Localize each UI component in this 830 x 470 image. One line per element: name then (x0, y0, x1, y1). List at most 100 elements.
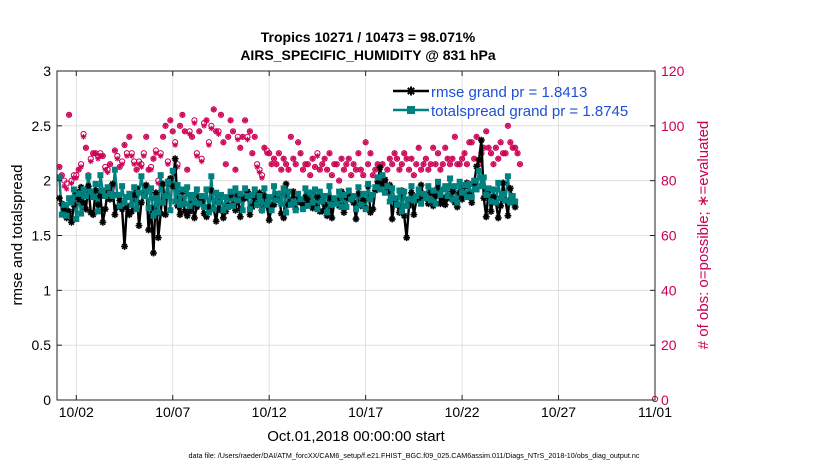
point-totalspread (483, 191, 490, 198)
obs-evaluated-marker (203, 117, 210, 124)
obs-evaluated-marker (314, 153, 321, 159)
point-totalspread (422, 195, 429, 202)
obs-evaluated-marker (169, 128, 176, 135)
obs-evaluated-marker (401, 150, 408, 157)
point-rmse (152, 189, 160, 197)
obs-evaluated-marker (56, 164, 63, 170)
point-totalspread (275, 190, 282, 197)
obs-evaluated-marker (259, 175, 265, 181)
point-totalspread (169, 167, 176, 174)
obs-evaluated-marker (399, 161, 405, 168)
point-totalspread (174, 182, 181, 189)
point-totalspread (497, 195, 504, 202)
obs-evaluated-marker (355, 150, 362, 157)
point-totalspread (193, 186, 200, 193)
point-rmse (89, 211, 97, 219)
legend-totalspread-label: totalspread grand pr = 1.8745 (431, 103, 628, 120)
point-totalspread (444, 193, 451, 200)
point-totalspread (75, 190, 82, 197)
point-totalspread (461, 182, 468, 189)
point-rmse (82, 205, 90, 213)
point-totalspread (213, 189, 220, 196)
point-totalspread (176, 201, 183, 208)
obs-evaluated-marker (150, 155, 157, 162)
x-tick-label: 10/07 (155, 404, 190, 420)
obs-evaluated-marker (179, 112, 186, 118)
obs-evaluated-marker (124, 153, 130, 159)
obs-evaluated-marker (87, 158, 94, 165)
x-tick-label: 10/17 (348, 404, 383, 420)
point-totalspread (251, 186, 258, 193)
point-totalspread (328, 201, 335, 208)
point-rmse (162, 211, 169, 219)
point-totalspread (232, 185, 239, 192)
right-y-axis-label: # of obs: o=possible; ∗=evaluated (695, 121, 712, 350)
data-file-footer: data file: /Users/raeder/DAI/ATM_forcXX/… (189, 451, 640, 460)
obs-evaluated-marker (512, 144, 518, 151)
point-totalspread (365, 180, 372, 187)
point-totalspread (437, 191, 444, 198)
point-rmse (328, 214, 336, 222)
point-totalspread (261, 185, 268, 192)
point-totalspread (299, 206, 306, 213)
obs-evaluated-marker (372, 166, 379, 173)
obs-evaluated-marker (497, 139, 504, 146)
point-totalspread (87, 188, 94, 195)
obs-evaluated-marker (464, 161, 470, 168)
point-rmse (494, 214, 502, 222)
point-totalspread (82, 193, 89, 200)
point-totalspread (119, 183, 126, 190)
obs-evaluated-marker (396, 166, 403, 173)
x-axis-label: Oct.01,2018 00:00:00 start (267, 428, 445, 445)
y-tick-label: 1.5 (32, 228, 52, 244)
point-totalspread (90, 194, 97, 201)
point-totalspread (273, 197, 280, 204)
point-totalspread (449, 196, 456, 203)
point-totalspread (121, 199, 128, 206)
point-totalspread (331, 195, 338, 202)
point-totalspread (104, 184, 111, 191)
point-totalspread (463, 194, 470, 201)
obs-evaluated-marker (350, 161, 357, 168)
obs-evaluated-marker (403, 155, 410, 162)
right-y-tick-label: 0 (661, 392, 669, 408)
obs-evaluated-marker (225, 134, 232, 140)
point-totalspread (485, 185, 492, 192)
point-rmse (265, 216, 273, 224)
obs-evaluated-marker (324, 166, 330, 173)
right-y-tick-label: 20 (661, 337, 677, 353)
obs-evaluated-marker (360, 172, 367, 178)
obs-evaluated-marker (456, 161, 463, 168)
point-totalspread (321, 193, 328, 200)
obs-evaluated-marker (220, 139, 227, 146)
point-totalspread (131, 184, 138, 191)
point-rmse (176, 211, 184, 219)
point-rmse (99, 218, 107, 226)
obs-evaluated-marker (92, 150, 99, 157)
obs-evaluated-marker (336, 177, 342, 184)
point-totalspread (266, 194, 273, 201)
point-totalspread (263, 201, 270, 208)
x-axis-ticks: 10/02 10/07 10/12 10/17 10/22 10/27 11/01 (59, 71, 672, 420)
point-totalspread (393, 201, 400, 208)
obs-evaluated-marker (194, 153, 200, 159)
point-totalspread (297, 196, 304, 203)
obs-evaluated-marker (459, 155, 465, 162)
x-tick-label: 10/27 (541, 404, 576, 420)
point-totalspread (415, 186, 422, 193)
point-totalspread (396, 187, 403, 194)
point-totalspread (391, 195, 398, 202)
obs-evaluated-marker (210, 106, 217, 113)
point-totalspread (355, 184, 362, 191)
point-totalspread (254, 201, 261, 208)
point-rmse (408, 189, 415, 197)
point-totalspread (150, 212, 157, 219)
point-totalspread (456, 178, 463, 185)
obs-evaluated-marker (172, 142, 178, 148)
point-totalspread (348, 196, 355, 203)
point-rmse (236, 213, 244, 221)
obs-evaluated-marker (389, 161, 395, 168)
point-totalspread (295, 190, 302, 197)
obs-evaluated-marker (285, 166, 292, 173)
